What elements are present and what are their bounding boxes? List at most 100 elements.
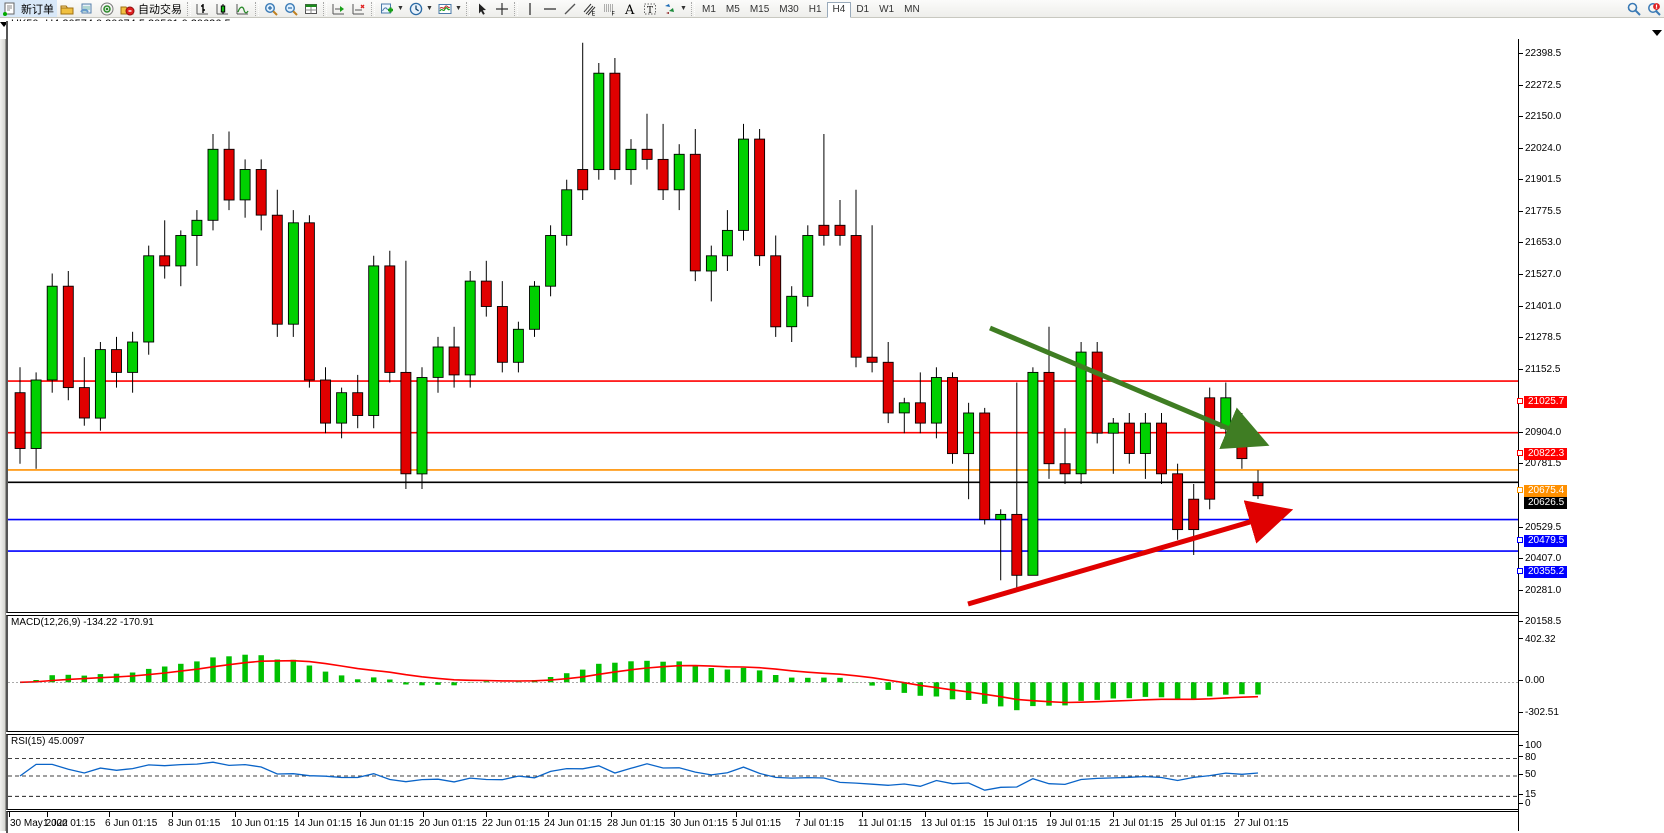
price-tag-support[interactable]: 20479.5 [1517, 534, 1568, 547]
price-tick: 21901.5 [1519, 175, 1561, 185]
toolbar-separator [466, 1, 470, 16]
price-tick: 20529.5 [1519, 522, 1561, 533]
zoom-in-button[interactable] [261, 0, 281, 17]
rsi-plot [8, 758, 1518, 797]
timeframe-h1[interactable]: H1 [808, 4, 822, 15]
time-label: 10 Jun 01:15 [231, 818, 289, 829]
zoom-in-icon [263, 1, 279, 17]
candlestick-chart-button[interactable] [213, 0, 233, 17]
timeframe-m30[interactable]: M30 [779, 4, 799, 15]
zoom-out-button[interactable] [281, 0, 301, 17]
time-label: 19 Jul 01:15 [1046, 818, 1101, 829]
price-scale[interactable]: 22398.5 22272.5 22150.0 22024.0 21901.5 21775… [1517, 39, 1664, 831]
time-label: 15 Jul 01:15 [983, 818, 1038, 829]
price-tick: 22398.5 [1519, 49, 1561, 59]
time-scale[interactable]: 30 May 2022 1 Jun 01:15 6 Jun 01:15 8 Jun 0… [6, 811, 1518, 833]
svg-text:T: T [647, 6, 653, 16]
time-gridline [736, 812, 737, 817]
rsi-panel[interactable]: RSI(15) 45.0097 [6, 734, 1518, 810]
line-chart-icon [235, 1, 251, 17]
broadcast-button[interactable] [97, 0, 117, 17]
macd-panel[interactable]: MACD(12,26,9) -134.22 -170.91 [6, 615, 1518, 732]
cursor-icon [474, 1, 490, 17]
time-label: 11 Jul 01:15 [858, 818, 912, 829]
equidistant-channel-button[interactable]: E [580, 0, 600, 17]
time-label: 21 Jul 01:15 [1109, 818, 1164, 829]
auto-trading-label: 自动交易 [138, 3, 182, 16]
folder-icon [59, 1, 75, 17]
chart-scroll-marker[interactable] [1652, 30, 1662, 36]
price-tag-last-price[interactable]: 20626.5 [1524, 497, 1568, 510]
crosshair-tool-button[interactable] [492, 0, 512, 17]
shapes-button[interactable]: ▼ [660, 0, 689, 17]
shift-end-icon [331, 1, 347, 17]
price-tick: 20781.5 [1519, 459, 1561, 469]
horizontal-line-button[interactable] [540, 0, 560, 17]
price-panel[interactable] [6, 21, 1518, 613]
timeframe-m5[interactable]: M5 [725, 4, 740, 15]
horizontal-line-icon [542, 1, 558, 17]
macd-tick: 402.32 [1519, 634, 1556, 645]
print-preview-button[interactable] [77, 0, 97, 17]
timeframe-w1[interactable]: W1 [879, 4, 895, 15]
text-button[interactable]: A [620, 0, 640, 18]
fibonacci-icon: F [602, 1, 618, 17]
timeframe-m15[interactable]: M15 [749, 4, 770, 15]
price-tag-support[interactable]: 20355.2 [1517, 566, 1568, 579]
time-gridline [674, 812, 675, 817]
expert-advisor-icon [119, 1, 135, 17]
svg-text:F: F [612, 10, 616, 17]
chevron-down-icon[interactable]: ▼ [680, 5, 687, 12]
search-icon [1626, 1, 1642, 17]
alerts-button[interactable] [1644, 0, 1664, 17]
timeframe-m1[interactable]: M1 [702, 4, 716, 15]
shift-end-button[interactable] [329, 0, 349, 17]
price-tag-resistance[interactable]: 21025.7 [1517, 396, 1568, 409]
time-label: 28 Jun 01:15 [607, 818, 665, 829]
auto-scroll-icon [351, 1, 367, 17]
time-gridline [109, 812, 110, 817]
period-clock-button[interactable]: ▼ [406, 0, 435, 17]
time-label: 20 Jun 01:15 [419, 818, 477, 829]
price-tag-resistance[interactable]: 20822.3 [1517, 447, 1568, 460]
text-label-button[interactable]: T [640, 0, 660, 17]
price-tick: 21401.0 [1519, 301, 1561, 312]
trendline-button[interactable] [560, 0, 580, 17]
toolbar-separator [514, 1, 518, 16]
chevron-down-icon[interactable]: ▼ [455, 5, 462, 12]
fibonacci-button[interactable]: F [600, 0, 620, 17]
price-tick: 21278.5 [1519, 333, 1561, 343]
price-tag-pending[interactable]: 20675.4 [1517, 484, 1568, 497]
timeframe-mn[interactable]: MN [904, 4, 920, 15]
toolbar-separator [187, 1, 191, 16]
timeframe-d1[interactable]: D1 [856, 4, 870, 15]
chart-collapse-icon[interactable] [0, 21, 8, 27]
macd-plot [8, 654, 1518, 711]
alerts-icon [1646, 1, 1662, 17]
folder-button[interactable] [57, 0, 77, 17]
timeframe-h4[interactable]: H4 [826, 1, 852, 18]
add-indicator-button[interactable]: ▼ [377, 0, 406, 17]
price-tick: 20281.0 [1519, 585, 1561, 596]
rsi-tick: 0 [1519, 799, 1531, 809]
auto-scroll-button[interactable] [349, 0, 369, 17]
bar-chart-button[interactable] [193, 0, 213, 17]
grid-button[interactable] [301, 0, 321, 17]
time-label: 30 Jun 01:15 [670, 818, 728, 829]
zoom-out-icon [283, 1, 299, 17]
line-chart-button[interactable] [233, 0, 253, 17]
price-tick: 21152.5 [1519, 364, 1560, 375]
vertical-line-button[interactable] [520, 0, 540, 17]
new-order-button[interactable]: 新订单 [0, 0, 57, 17]
time-gridline [172, 812, 173, 817]
chevron-down-icon[interactable]: ▼ [426, 5, 433, 12]
chart-container[interactable]: HK50-,H4 20574.0 20674.5 20561.0 20626.5… [0, 18, 1664, 833]
toolbar-separator [371, 1, 375, 16]
macd-tick: -302.51 [1519, 707, 1559, 718]
time-gridline [1113, 812, 1114, 817]
cursor-tool-button[interactable] [472, 0, 492, 17]
templates-button[interactable]: ▼ [435, 0, 464, 17]
chevron-down-icon[interactable]: ▼ [397, 5, 404, 12]
search-button[interactable] [1624, 0, 1644, 17]
expert-advisor-button[interactable]: 自动交易 [117, 0, 185, 17]
